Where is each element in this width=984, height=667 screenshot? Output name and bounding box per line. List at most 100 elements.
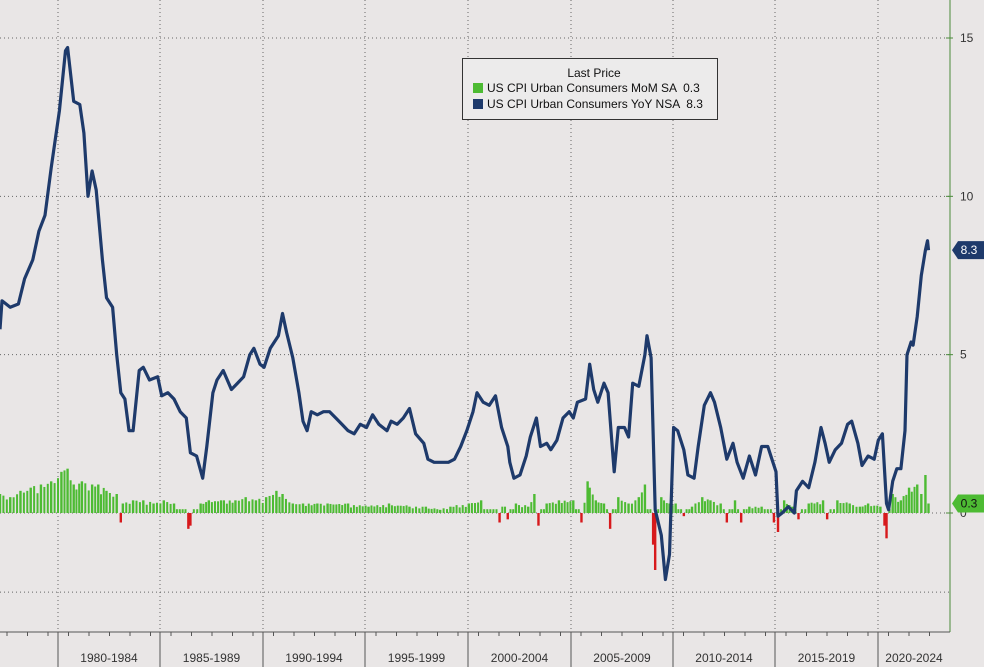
mom-bar — [760, 506, 763, 513]
mom-bar — [387, 503, 391, 513]
mom-bar — [207, 500, 211, 513]
mom-bar — [501, 506, 504, 513]
mom-bar — [385, 507, 388, 513]
x-tick-label: 1985-1989 — [183, 651, 241, 665]
mom-bar — [121, 503, 125, 513]
legend-value-yoy: 8.3 — [686, 97, 703, 111]
mom-bar — [175, 509, 178, 513]
mom-bar — [885, 513, 888, 539]
mom-bar — [660, 497, 663, 513]
grid-lines — [0, 0, 950, 632]
legend: Last Price US CPI Urban Consumers MoM SA… — [462, 58, 718, 120]
mom-bar — [75, 489, 78, 513]
mom-bar — [685, 509, 688, 513]
y-tick-label: 0 — [960, 506, 967, 520]
mom-bar — [819, 504, 822, 513]
mom-bar — [241, 499, 244, 513]
mom-bar — [504, 506, 507, 513]
mom-bar — [907, 487, 911, 513]
mom-bar — [858, 506, 862, 513]
mom-bar — [264, 497, 268, 513]
legend-value-mom: 0.3 — [683, 81, 700, 95]
mom-bar — [663, 500, 666, 513]
mom-bar — [509, 509, 512, 513]
mom-bar — [278, 496, 281, 513]
mom-bar — [29, 487, 32, 513]
mom-bar — [512, 509, 515, 513]
mom-bar — [498, 513, 501, 523]
mom-bar — [894, 497, 897, 513]
mom-bars — [0, 468, 930, 570]
x-tick-label: 2005-2009 — [593, 651, 651, 665]
mom-bar — [258, 498, 261, 513]
mom-bar — [364, 505, 367, 513]
mom-bar — [657, 509, 660, 513]
mom-bar — [275, 490, 278, 513]
mom-bar — [716, 505, 719, 513]
mom-bar — [757, 507, 760, 513]
mom-bar — [254, 500, 258, 513]
mom-bar — [43, 486, 46, 513]
mom-bar — [688, 509, 691, 513]
x-tick-label: 1995-1999 — [388, 651, 446, 665]
mom-bar — [701, 497, 704, 513]
mom-bar — [637, 497, 640, 513]
mom-bar — [821, 500, 825, 513]
mom-bar — [248, 501, 251, 513]
mom-bar — [307, 503, 310, 513]
mom-bar — [152, 503, 155, 513]
mom-bar — [80, 481, 84, 513]
legend-swatch-yoy — [473, 99, 483, 109]
mom-bar — [876, 505, 879, 513]
mom-bar — [433, 508, 436, 513]
mom-bar — [338, 504, 341, 513]
mom-bar — [411, 508, 414, 513]
mom-bar — [119, 513, 122, 523]
mom-bar — [763, 509, 766, 513]
mom-bar — [66, 468, 69, 513]
mom-bar — [281, 494, 284, 513]
tag-shape — [952, 494, 984, 513]
mom-bar — [128, 503, 131, 513]
mom-bar — [346, 503, 350, 513]
mom-bar — [649, 509, 652, 513]
mom-bar — [606, 509, 609, 513]
mom-bar — [284, 498, 287, 513]
mom-bar — [373, 506, 376, 513]
x-tick-label: 2015-2019 — [798, 651, 856, 665]
mom-bar — [879, 506, 882, 513]
mom-bar — [142, 500, 145, 513]
mom-bar — [304, 505, 307, 513]
mom-bar — [210, 502, 213, 513]
mom-bar — [709, 500, 712, 513]
mom-bar — [864, 505, 867, 513]
mom-bar — [583, 502, 586, 513]
mom-bar — [261, 502, 264, 513]
mom-bar — [131, 500, 135, 513]
mom-bar — [748, 506, 751, 513]
mom-bar — [527, 506, 530, 513]
mom-bar — [2, 495, 5, 513]
mom-bar — [178, 509, 181, 513]
mom-bar — [848, 503, 851, 513]
mom-bar — [358, 505, 361, 513]
mom-bar — [754, 506, 757, 513]
mom-bar — [295, 504, 298, 513]
mom-bar — [804, 509, 807, 513]
mom-bar — [355, 506, 358, 513]
mom-bar — [630, 503, 633, 513]
mom-bar — [916, 484, 919, 513]
mom-bar — [344, 503, 347, 513]
mom-bar — [646, 509, 649, 513]
mom-bar — [97, 484, 100, 513]
mom-bar — [842, 503, 845, 513]
legend-swatch-mom — [473, 83, 483, 93]
mom-bar — [557, 500, 561, 513]
mom-bar — [577, 509, 580, 513]
mom-bar — [542, 509, 545, 513]
mom-bar — [627, 503, 630, 513]
mom-bar — [694, 503, 697, 513]
mom-bar — [438, 509, 442, 513]
mom-bar — [665, 503, 668, 513]
mom-bar — [452, 506, 455, 513]
